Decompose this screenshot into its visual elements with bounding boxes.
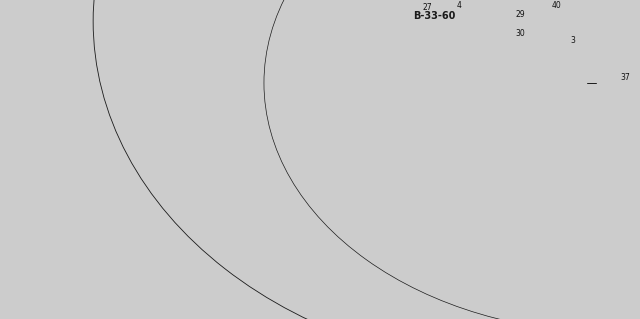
- Text: 31: 31: [193, 126, 204, 135]
- Text: 33: 33: [26, 134, 36, 143]
- Text: 36: 36: [333, 8, 343, 17]
- Text: 1: 1: [312, 271, 317, 280]
- Text: 28: 28: [422, 130, 433, 138]
- Text: 1: 1: [196, 98, 201, 107]
- Text: 21: 21: [237, 155, 247, 164]
- Text: 22: 22: [96, 26, 106, 35]
- Text: 19: 19: [286, 210, 296, 219]
- Text: 3: 3: [570, 36, 575, 45]
- Text: 14: 14: [134, 40, 145, 49]
- Text: 27: 27: [408, 35, 418, 44]
- Bar: [408, 2, 637, 142]
- Text: 7: 7: [273, 165, 278, 174]
- Circle shape: [0, 0, 492, 312]
- Text: 1: 1: [324, 279, 329, 288]
- Text: 1: 1: [215, 177, 220, 186]
- Text: 11: 11: [371, 235, 381, 244]
- Text: 25: 25: [168, 163, 178, 172]
- Circle shape: [0, 0, 189, 164]
- Text: B-33-60: B-33-60: [336, 41, 378, 51]
- Text: 10: 10: [372, 197, 383, 205]
- Text: 1: 1: [39, 8, 44, 17]
- Text: 16: 16: [356, 137, 367, 146]
- Text: 1: 1: [26, 185, 31, 194]
- Text: 8: 8: [387, 217, 392, 226]
- Circle shape: [44, 0, 640, 319]
- Text: 29: 29: [515, 10, 525, 19]
- Text: 17: 17: [302, 229, 312, 238]
- Text: 30: 30: [515, 29, 525, 38]
- Text: 6: 6: [125, 4, 131, 12]
- Text: B-33-60: B-33-60: [413, 11, 455, 21]
- Text: S6MA−B3320: S6MA−B3320: [515, 284, 567, 293]
- Polygon shape: [14, 266, 44, 279]
- Text: 37: 37: [620, 73, 630, 82]
- Text: 1: 1: [157, 8, 163, 17]
- Text: FR.: FR.: [54, 267, 71, 276]
- Circle shape: [0, 0, 271, 308]
- Text: 35: 35: [353, 66, 364, 75]
- Text: 40: 40: [552, 1, 562, 10]
- Text: 20: 20: [395, 281, 405, 290]
- Text: 12: 12: [52, 29, 63, 38]
- Text: 26: 26: [180, 245, 191, 254]
- Polygon shape: [61, 32, 141, 69]
- Text: 3: 3: [535, 70, 540, 79]
- Text: 1: 1: [28, 235, 33, 244]
- Text: 34: 34: [366, 173, 376, 182]
- Text: 1: 1: [196, 137, 201, 146]
- Text: 38: 38: [218, 166, 228, 175]
- Text: 4: 4: [456, 1, 461, 10]
- Text: 1: 1: [362, 157, 367, 166]
- Polygon shape: [376, 116, 412, 153]
- Text: 1: 1: [58, 244, 63, 253]
- Text: 2: 2: [375, 122, 380, 130]
- Text: 40: 40: [608, 5, 618, 14]
- Text: 27: 27: [422, 3, 431, 12]
- Text: 39: 39: [19, 59, 29, 68]
- Text: 1: 1: [349, 147, 355, 156]
- Text: 4: 4: [445, 10, 451, 19]
- Text: 23: 23: [230, 190, 241, 199]
- Text: 37: 37: [609, 110, 620, 119]
- Text: 18: 18: [157, 59, 167, 68]
- Text: 13: 13: [45, 85, 55, 94]
- Text: 9: 9: [397, 256, 403, 264]
- Text: 24: 24: [425, 181, 435, 189]
- Text: 29: 29: [491, 34, 501, 43]
- Text: 5: 5: [297, 85, 302, 94]
- Text: 30: 30: [493, 55, 503, 63]
- Text: 1: 1: [337, 286, 342, 295]
- Polygon shape: [221, 88, 326, 137]
- Text: 15: 15: [192, 110, 202, 119]
- Text: 32: 32: [62, 165, 72, 174]
